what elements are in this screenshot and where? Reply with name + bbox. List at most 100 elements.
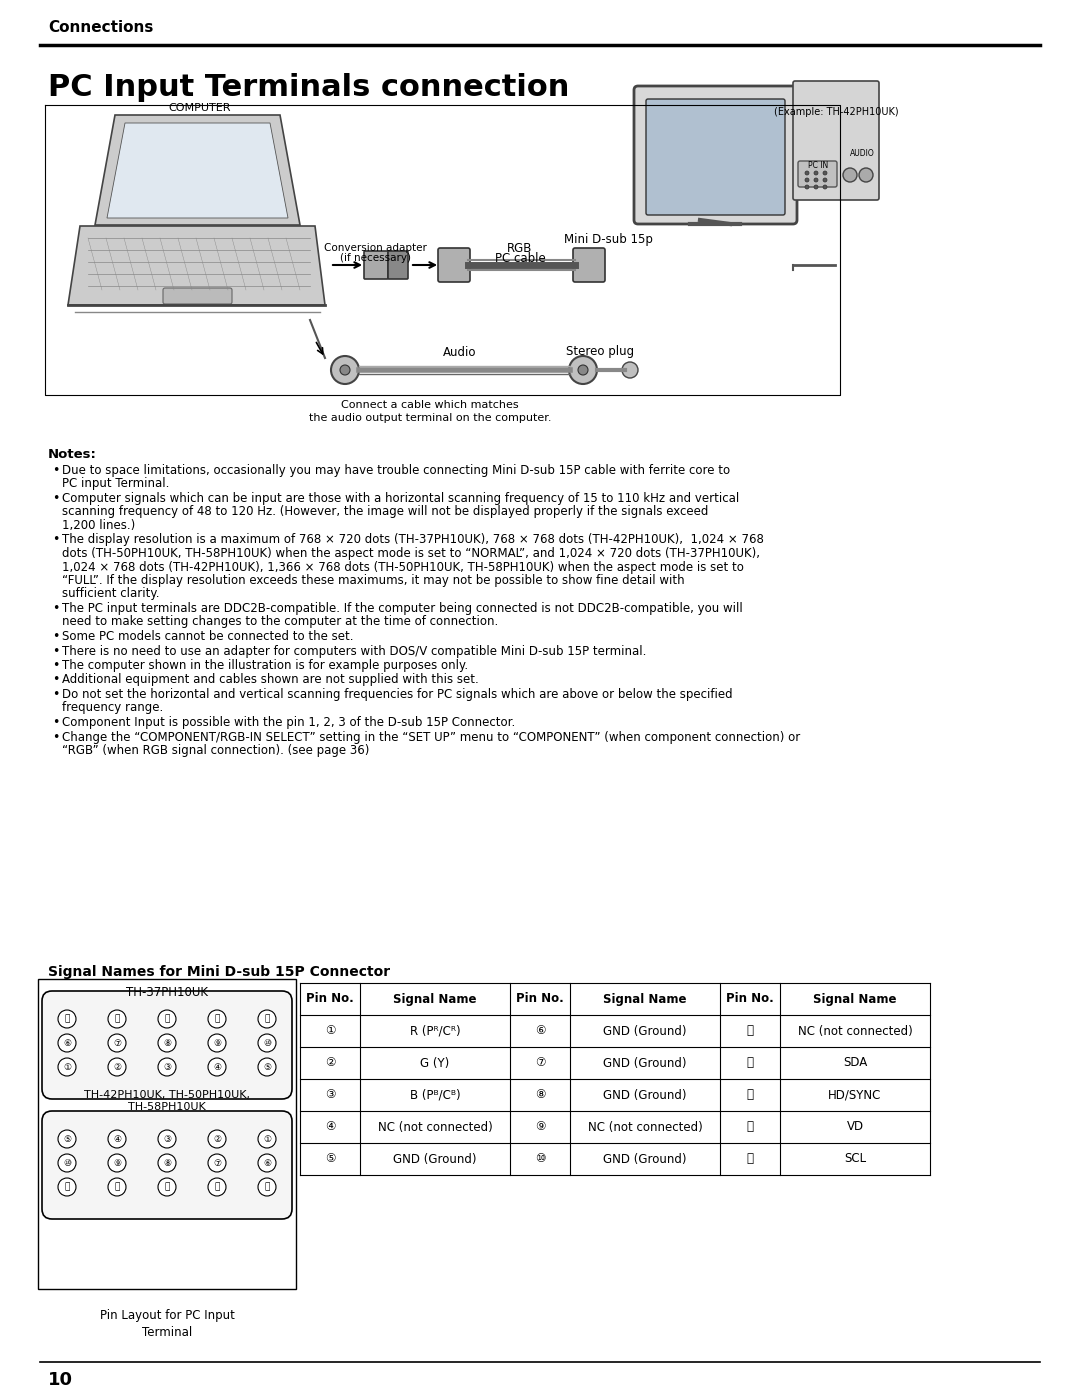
Text: •: • <box>52 673 59 686</box>
Text: GND (Ground): GND (Ground) <box>604 1024 687 1038</box>
Text: TH-37PH10UK: TH-37PH10UK <box>126 986 208 999</box>
Text: Pin No.: Pin No. <box>516 992 564 1006</box>
Circle shape <box>208 1010 226 1028</box>
Text: NC (not connected): NC (not connected) <box>588 1120 702 1133</box>
Text: ⑪: ⑪ <box>746 1024 754 1038</box>
Circle shape <box>622 362 638 379</box>
Circle shape <box>823 170 827 175</box>
Circle shape <box>208 1058 226 1076</box>
Text: •: • <box>52 492 59 504</box>
Text: ⑨: ⑨ <box>535 1120 545 1133</box>
Text: scanning frequency of 48 to 120 Hz. (However, the image will not be displayed pr: scanning frequency of 48 to 120 Hz. (How… <box>62 506 708 518</box>
Text: Connections: Connections <box>48 21 153 35</box>
Circle shape <box>578 365 588 374</box>
Text: •: • <box>52 644 59 658</box>
Text: SDA: SDA <box>842 1056 867 1070</box>
Circle shape <box>805 170 809 175</box>
Text: ③: ③ <box>163 1063 171 1071</box>
Text: Stereo plug: Stereo plug <box>566 345 634 359</box>
FancyBboxPatch shape <box>634 87 797 224</box>
Text: SCL: SCL <box>843 1153 866 1165</box>
Circle shape <box>843 168 858 182</box>
Circle shape <box>58 1154 76 1172</box>
Text: •: • <box>52 717 59 729</box>
Polygon shape <box>107 123 288 218</box>
Text: sufficient clarity.: sufficient clarity. <box>62 588 160 601</box>
Text: B (Pᴮ/Cᴮ): B (Pᴮ/Cᴮ) <box>409 1088 460 1101</box>
FancyBboxPatch shape <box>38 979 296 1289</box>
Text: ⑨: ⑨ <box>113 1158 121 1168</box>
Text: Computer signals which can be input are those with a horizontal scanning frequen: Computer signals which can be input are … <box>62 492 739 504</box>
FancyBboxPatch shape <box>573 249 605 282</box>
Text: ⑩: ⑩ <box>63 1158 71 1168</box>
Text: ②: ② <box>113 1063 121 1071</box>
Circle shape <box>58 1130 76 1148</box>
Circle shape <box>158 1010 176 1028</box>
Text: AUDIO: AUDIO <box>850 148 875 158</box>
Text: Some PC models cannot be connected to the set.: Some PC models cannot be connected to th… <box>62 630 353 643</box>
Circle shape <box>58 1034 76 1052</box>
Text: (Example: TH-42PH10UK): (Example: TH-42PH10UK) <box>773 108 899 117</box>
Text: ⑫: ⑫ <box>114 1014 120 1024</box>
Text: ④: ④ <box>113 1134 121 1144</box>
Text: ⑧: ⑧ <box>163 1038 171 1048</box>
Circle shape <box>208 1034 226 1052</box>
Text: ③: ③ <box>325 1088 335 1101</box>
Text: ⑧: ⑧ <box>163 1158 171 1168</box>
Circle shape <box>258 1034 276 1052</box>
Text: •: • <box>52 464 59 476</box>
Circle shape <box>258 1058 276 1076</box>
Text: There is no need to use an adapter for computers with DOS/V compatible Mini D-su: There is no need to use an adapter for c… <box>62 644 646 658</box>
Text: Signal Name: Signal Name <box>813 992 896 1006</box>
Text: Additional equipment and cables shown are not supplied with this set.: Additional equipment and cables shown ar… <box>62 673 478 686</box>
Text: ⑪: ⑪ <box>265 1182 270 1192</box>
Text: ⑫: ⑫ <box>746 1056 754 1070</box>
Text: ⑧: ⑧ <box>535 1088 545 1101</box>
Text: •: • <box>52 731 59 743</box>
Text: ⑨: ⑨ <box>213 1038 221 1048</box>
Text: •: • <box>52 687 59 701</box>
Text: •: • <box>52 602 59 615</box>
Text: ⑫: ⑫ <box>214 1182 219 1192</box>
Circle shape <box>108 1154 126 1172</box>
Text: The PC input terminals are DDC2B-compatible. If the computer being connected is : The PC input terminals are DDC2B-compati… <box>62 602 743 615</box>
Text: frequency range.: frequency range. <box>62 701 163 714</box>
Circle shape <box>258 1130 276 1148</box>
Text: ⑩: ⑩ <box>262 1038 271 1048</box>
Text: ⑮: ⑮ <box>265 1014 270 1024</box>
Text: COMPUTER: COMPUTER <box>168 103 231 113</box>
FancyBboxPatch shape <box>42 990 292 1099</box>
Circle shape <box>258 1010 276 1028</box>
Text: (if necessary): (if necessary) <box>339 253 410 263</box>
Text: •: • <box>52 659 59 672</box>
Circle shape <box>108 1010 126 1028</box>
Text: ⑭: ⑭ <box>746 1120 754 1133</box>
Text: ⑥: ⑥ <box>63 1038 71 1048</box>
Text: ⑤: ⑤ <box>63 1134 71 1144</box>
FancyBboxPatch shape <box>163 288 232 305</box>
Text: ⑦: ⑦ <box>113 1038 121 1048</box>
Text: GND (Ground): GND (Ground) <box>604 1088 687 1101</box>
Text: Mini D-sub 15p: Mini D-sub 15p <box>564 233 652 246</box>
Text: Signal Names for Mini D-sub 15P Connector: Signal Names for Mini D-sub 15P Connecto… <box>48 965 390 979</box>
Text: ⑤: ⑤ <box>262 1063 271 1071</box>
Text: “RGB” (when RGB signal connection). (see page 36): “RGB” (when RGB signal connection). (see… <box>62 745 369 757</box>
Text: •: • <box>52 630 59 643</box>
Text: Due to space limitations, occasionally you may have trouble connecting Mini D-su: Due to space limitations, occasionally y… <box>62 464 730 476</box>
Text: need to make setting changes to the computer at the time of connection.: need to make setting changes to the comp… <box>62 616 498 629</box>
Text: 10: 10 <box>48 1370 73 1389</box>
Circle shape <box>158 1154 176 1172</box>
Text: PC input Terminal.: PC input Terminal. <box>62 478 170 490</box>
Text: ⑬: ⑬ <box>746 1088 754 1101</box>
Text: Notes:: Notes: <box>48 448 97 461</box>
Circle shape <box>208 1178 226 1196</box>
Text: Audio: Audio <box>443 345 476 359</box>
Text: Pin No.: Pin No. <box>726 992 774 1006</box>
Text: Conversion adapter: Conversion adapter <box>324 243 427 253</box>
FancyBboxPatch shape <box>438 249 470 282</box>
Circle shape <box>814 184 818 189</box>
Text: PC cable: PC cable <box>495 251 545 264</box>
FancyBboxPatch shape <box>798 161 837 187</box>
Text: VD: VD <box>847 1120 864 1133</box>
Text: ④: ④ <box>325 1120 335 1133</box>
